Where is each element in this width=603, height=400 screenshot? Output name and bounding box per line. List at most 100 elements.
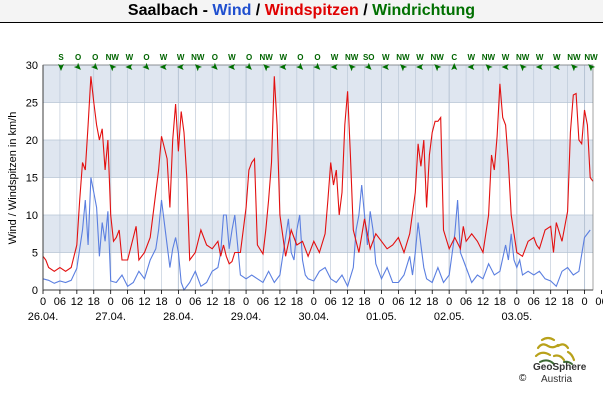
direction-arrow-shape-4 [125,64,133,70]
x-tick-label-17: 06 [325,296,337,308]
direction-arrow-shape-16 [330,64,338,70]
date-label-6: 02.05. [434,311,465,323]
direction-arrow-icon-13 [279,64,287,70]
direction-arrow-icon-12 [263,64,271,72]
direction-arrow-icon-22 [434,64,442,72]
direction-arrow-icon-17 [348,64,356,72]
title-direction: Windrichtung [372,2,476,19]
x-tick-label-18: 12 [341,296,353,308]
direction-label-15: O [314,53,320,62]
direction-arrow-shape-29 [552,64,560,70]
direction-arrow-icon-10 [227,64,235,70]
direction-label-29: W [553,53,561,62]
axes: 0 5 10 15 20 25 30 0 06 12 18 0 06 12 18 0 06 12 18 0 06 12 18… [26,60,603,323]
x-tick-label-5: 06 [121,296,133,308]
x-tick-label-0: 0 [40,296,46,308]
x-tick-label-15: 18 [291,296,303,308]
direction-label-20: NW [396,53,410,62]
direction-arrow-icon-18 [364,62,372,70]
direction-label-17: NW [345,53,359,62]
band-5 [43,65,593,103]
direction-arrow-icon-9 [210,62,218,70]
x-tick-label-7: 18 [155,296,167,308]
x-tick-label-21: 06 [392,296,404,308]
y-tick-label-30: 30 [26,60,38,72]
x-tick-label-25: 06 [460,296,472,308]
x-tick-label-27: 18 [494,296,506,308]
direction-arrow-icon-2 [90,62,99,70]
x-tick-label-29: 06 [528,296,540,308]
title-sep1: - [198,2,213,19]
direction-arrow-shape-25 [485,64,493,72]
band-1 [43,215,593,253]
direction-arrow-icon-11 [244,62,252,70]
y-tick-label-10: 10 [26,210,38,222]
x-tick-label-2: 12 [71,296,83,308]
direction-arrow-icon-3 [109,64,117,72]
x-tick-label-8: 0 [175,296,181,308]
direction-label-3: NW [106,53,120,62]
direction-arrow-icon-29 [552,64,560,70]
background-bands [43,65,593,290]
direction-arrow-icon-19 [381,64,389,70]
direction-arrow-shape-19 [381,64,389,70]
direction-label-11: O [246,53,252,62]
direction-label-14: O [297,53,303,62]
date-label-5: 01.05. [366,311,397,323]
direction-label-27: NW [516,53,530,62]
series-line-gusts [42,76,594,272]
date-label-1: 27.04. [95,311,126,323]
x-tick-label-19: 18 [358,296,370,308]
date-label-7: 03.05. [502,311,533,323]
x-tick-label-32: 0 [581,296,587,308]
band-0 [43,252,593,290]
y-tick-label-15: 15 [26,173,38,185]
x-tick-label-22: 12 [409,296,421,308]
band-2 [43,177,593,215]
direction-label-5: O [143,53,149,62]
direction-label-6: W [160,53,168,62]
direction-arrow-icon-6 [159,64,167,70]
direction-arrow-shape-27 [519,64,527,72]
direction-arrow-shape-12 [263,64,271,72]
direction-arrow-icon-28 [535,64,543,70]
direction-arrow-shape-31 [588,64,596,72]
direction-label-28: W [536,53,544,62]
direction-label-24: W [468,53,476,62]
band-4 [43,102,593,140]
chart-title: Saalbach - Wind / Windspitzen / Windrich… [0,0,603,23]
direction-arrow-shape-24 [467,64,475,70]
direction-arrow-icon-24 [467,64,475,70]
direction-arrow-icon-23 [451,63,458,70]
direction-arrow-shape-28 [535,64,543,70]
x-tick-label-23: 18 [426,296,438,308]
direction-label-26: W [502,53,510,62]
title-gusts: Windspitzen [264,2,359,19]
direction-arrow-icon-27 [519,64,527,72]
direction-arrow-shape-23 [451,63,458,70]
direction-arrow-shape-6 [159,64,167,70]
direction-label-31: NW [584,53,598,62]
geosphere-logo-icon [534,336,576,365]
y-tick-label-5: 5 [32,248,38,260]
direction-arrow-shape-0 [58,64,64,71]
direction-label-16: W [331,53,339,62]
direction-label-23: C [451,53,457,62]
direction-arrow-icon-8 [194,64,203,72]
direction-arrow-shape-15 [313,62,321,70]
direction-label-25: NW [482,53,496,62]
x-tick-label-28: 0 [514,296,520,308]
copyright-symbol: © [519,373,527,384]
direction-arrow-shape-18 [364,62,372,70]
direction-arrow-icon-14 [296,62,304,70]
x-tick-label-16: 0 [311,296,317,308]
direction-arrow-shape-5 [142,62,150,70]
direction-arrow-shape-10 [227,64,235,70]
direction-arrow-shape-20 [400,64,408,72]
x-tick-label-3: 18 [88,296,100,308]
direction-arrow-shape-3 [109,64,117,72]
direction-arrow-icon-15 [313,62,321,70]
direction-arrow-icon-7 [176,64,184,70]
direction-label-7: W [177,53,185,62]
